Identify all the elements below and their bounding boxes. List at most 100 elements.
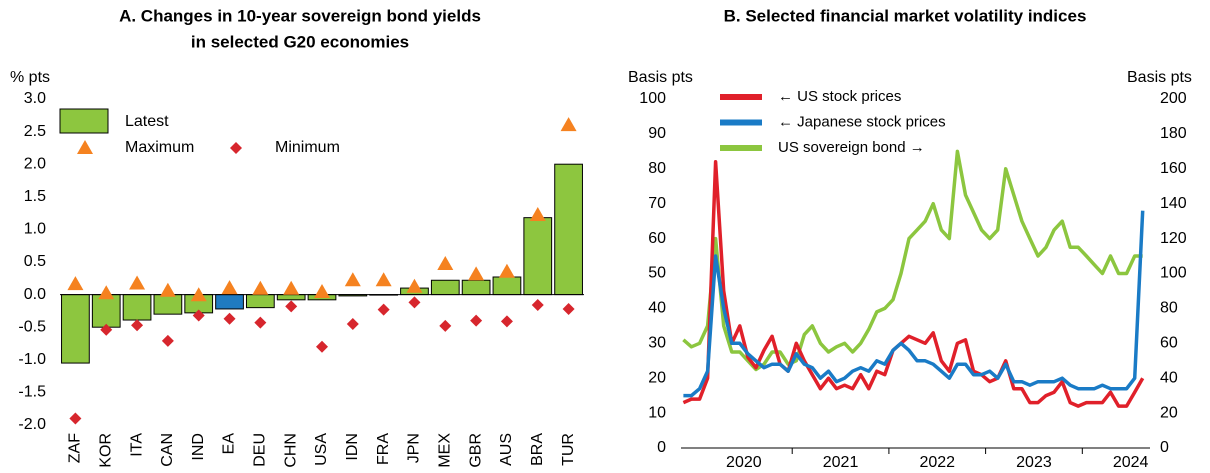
x-tick-label: MEX <box>437 433 454 468</box>
x-tick-label: 2021 <box>823 454 859 471</box>
max-marker <box>498 263 515 278</box>
bar <box>153 294 183 315</box>
legend-marker <box>77 140 93 154</box>
x-tick-label: BRA <box>529 433 546 466</box>
max-marker <box>98 285 115 300</box>
max-marker <box>314 283 330 298</box>
y-tick-label: 80 <box>648 160 666 177</box>
min-marker <box>439 319 452 332</box>
y-tick-label: 100 <box>639 90 666 107</box>
max-marker <box>437 255 454 270</box>
x-tick-label: KOR <box>97 433 114 468</box>
y2-tick-label: 20 <box>1160 404 1178 421</box>
y2-tick-label: 60 <box>1160 335 1178 352</box>
x-tick-label: IDN <box>344 433 361 461</box>
min-marker <box>470 314 483 327</box>
max-marker <box>159 282 176 297</box>
y2-tick-label: 120 <box>1160 230 1187 247</box>
min-marker <box>316 340 328 353</box>
x-tick-label: 2024 <box>1113 454 1149 471</box>
bar <box>245 294 275 309</box>
x-tick-label: ZAF <box>67 433 84 463</box>
min-marker <box>531 299 544 312</box>
y-tick-label: -1.0 <box>18 351 46 368</box>
y-tick-label: 0.0 <box>24 286 46 303</box>
legend-label: Latest <box>125 113 169 130</box>
max-marker <box>221 280 238 295</box>
y-tick-label: 50 <box>648 265 666 282</box>
y-tick-label: -0.5 <box>18 318 46 335</box>
x-tick-label: AUS <box>498 433 515 466</box>
legend-swatch <box>59 108 109 134</box>
bar <box>554 163 583 296</box>
min-marker <box>408 296 421 309</box>
y2-tick-label: 80 <box>1160 300 1178 317</box>
max-marker <box>67 276 84 291</box>
y-tick-label: -1.5 <box>18 384 46 401</box>
y-tick-label: 2.0 <box>24 155 46 172</box>
chart-title: in selected G20 economies <box>191 32 409 51</box>
x-tick-label: CHN <box>282 433 299 468</box>
y-axis-label: % pts <box>10 69 50 86</box>
x-tick-label: 2023 <box>1016 454 1052 471</box>
bar <box>492 276 522 296</box>
y2-tick-label: 140 <box>1160 195 1187 212</box>
max-marker <box>344 272 361 287</box>
max-marker <box>560 117 577 132</box>
legend-marker <box>230 142 242 154</box>
bar <box>276 294 306 301</box>
x-tick-label: JPN <box>406 433 423 463</box>
bar <box>523 217 553 296</box>
legend-label: ← Japanese stock prices <box>778 113 946 130</box>
y2-axis-label: Basis pts <box>1127 69 1192 86</box>
y2-tick-label: 100 <box>1160 265 1187 282</box>
chart-title: A. Changes in 10-year sovereign bond yie… <box>119 6 481 25</box>
y-tick-label: 0 <box>657 439 666 456</box>
max-marker <box>283 280 300 295</box>
series-line <box>682 160 1145 408</box>
y-tick-label: 90 <box>648 125 666 142</box>
legend-label: ← US stock prices <box>778 88 901 105</box>
x-tick-label: TUR <box>560 433 577 466</box>
y2-tick-label: 180 <box>1160 125 1187 142</box>
min-marker <box>346 317 359 330</box>
max-marker <box>129 275 146 290</box>
min-marker <box>377 303 390 316</box>
legend-label: Maximum <box>125 139 194 156</box>
x-tick-label: DEU <box>252 433 269 467</box>
min-marker <box>131 319 144 332</box>
min-marker <box>285 300 298 313</box>
bar <box>215 294 244 310</box>
chart-title: B. Selected financial market volatility … <box>724 6 1087 25</box>
y-tick-label: 10 <box>648 404 666 421</box>
x-tick-label: IND <box>190 433 207 461</box>
min-marker <box>562 302 575 315</box>
y-tick-label: 70 <box>648 195 666 212</box>
series-line <box>683 210 1145 398</box>
min-marker <box>500 315 513 328</box>
y-tick-label: 20 <box>648 369 666 386</box>
max-marker <box>529 207 546 222</box>
y-tick-label: 1.0 <box>24 221 46 238</box>
x-tick-label: 2022 <box>919 454 955 471</box>
min-marker <box>192 309 205 322</box>
y-tick-label: 3.0 <box>24 90 46 107</box>
y-tick-label: 60 <box>648 230 666 247</box>
x-tick-label: EA <box>221 433 238 455</box>
legend-label: US sovereign bond → <box>778 139 925 156</box>
min-marker <box>161 334 174 347</box>
x-tick-label: FRA <box>375 433 392 465</box>
y-tick-label: -2.0 <box>18 416 46 433</box>
max-marker <box>406 278 423 293</box>
x-tick-label: CAN <box>159 433 176 467</box>
min-marker <box>223 312 236 325</box>
min-marker <box>100 323 113 336</box>
y2-tick-label: 0 <box>1160 439 1169 456</box>
y2-tick-label: 160 <box>1160 160 1187 177</box>
y2-tick-label: 200 <box>1160 90 1187 107</box>
x-tick-label: GBR <box>467 433 484 468</box>
max-marker <box>252 280 269 295</box>
y-tick-label: 2.5 <box>24 123 46 140</box>
bar <box>430 279 460 296</box>
